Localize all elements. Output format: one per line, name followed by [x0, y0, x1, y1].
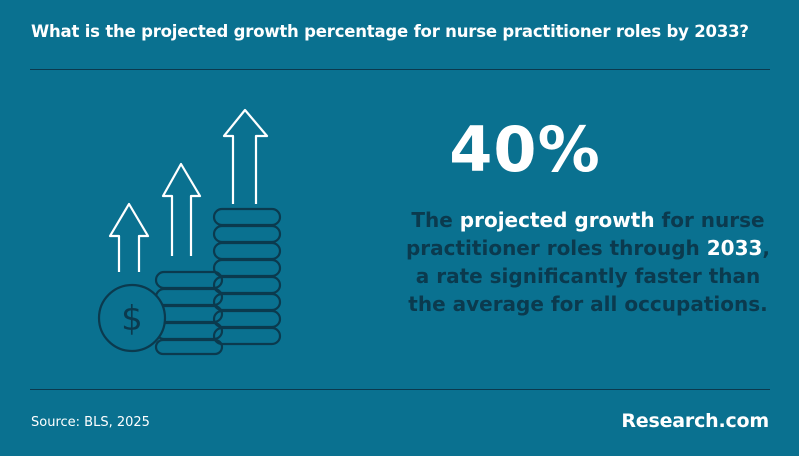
- stat-value: 40%: [449, 113, 601, 186]
- dollar-coin-icon: $: [97, 283, 167, 353]
- top-divider: [30, 69, 770, 70]
- desc-text-3: , a rate significantly faster than the a…: [408, 236, 771, 316]
- desc-highlight-growth: projected growth: [459, 208, 655, 232]
- bottom-divider: [30, 389, 770, 390]
- source-note: Source: BLS, 2025: [31, 415, 150, 430]
- brand-logo: Research.com: [621, 410, 769, 432]
- svg-text:$: $: [121, 299, 143, 339]
- desc-text-1: The: [411, 208, 460, 232]
- stat-description: The projected growth for nurse practitio…: [398, 206, 778, 318]
- arrow-large: [222, 108, 269, 204]
- arrow-small: [108, 202, 150, 272]
- desc-highlight-year: 2033: [706, 236, 763, 260]
- page-title: What is the projected growth percentage …: [31, 22, 749, 41]
- desc-text-2: for nurse practitioner roles through: [405, 208, 765, 260]
- arrow-medium: [161, 162, 202, 256]
- growth-arrows-icon: [108, 108, 269, 272]
- coin-stack-icon: [154, 207, 282, 356]
- growth-illustration: $: [97, 108, 282, 356]
